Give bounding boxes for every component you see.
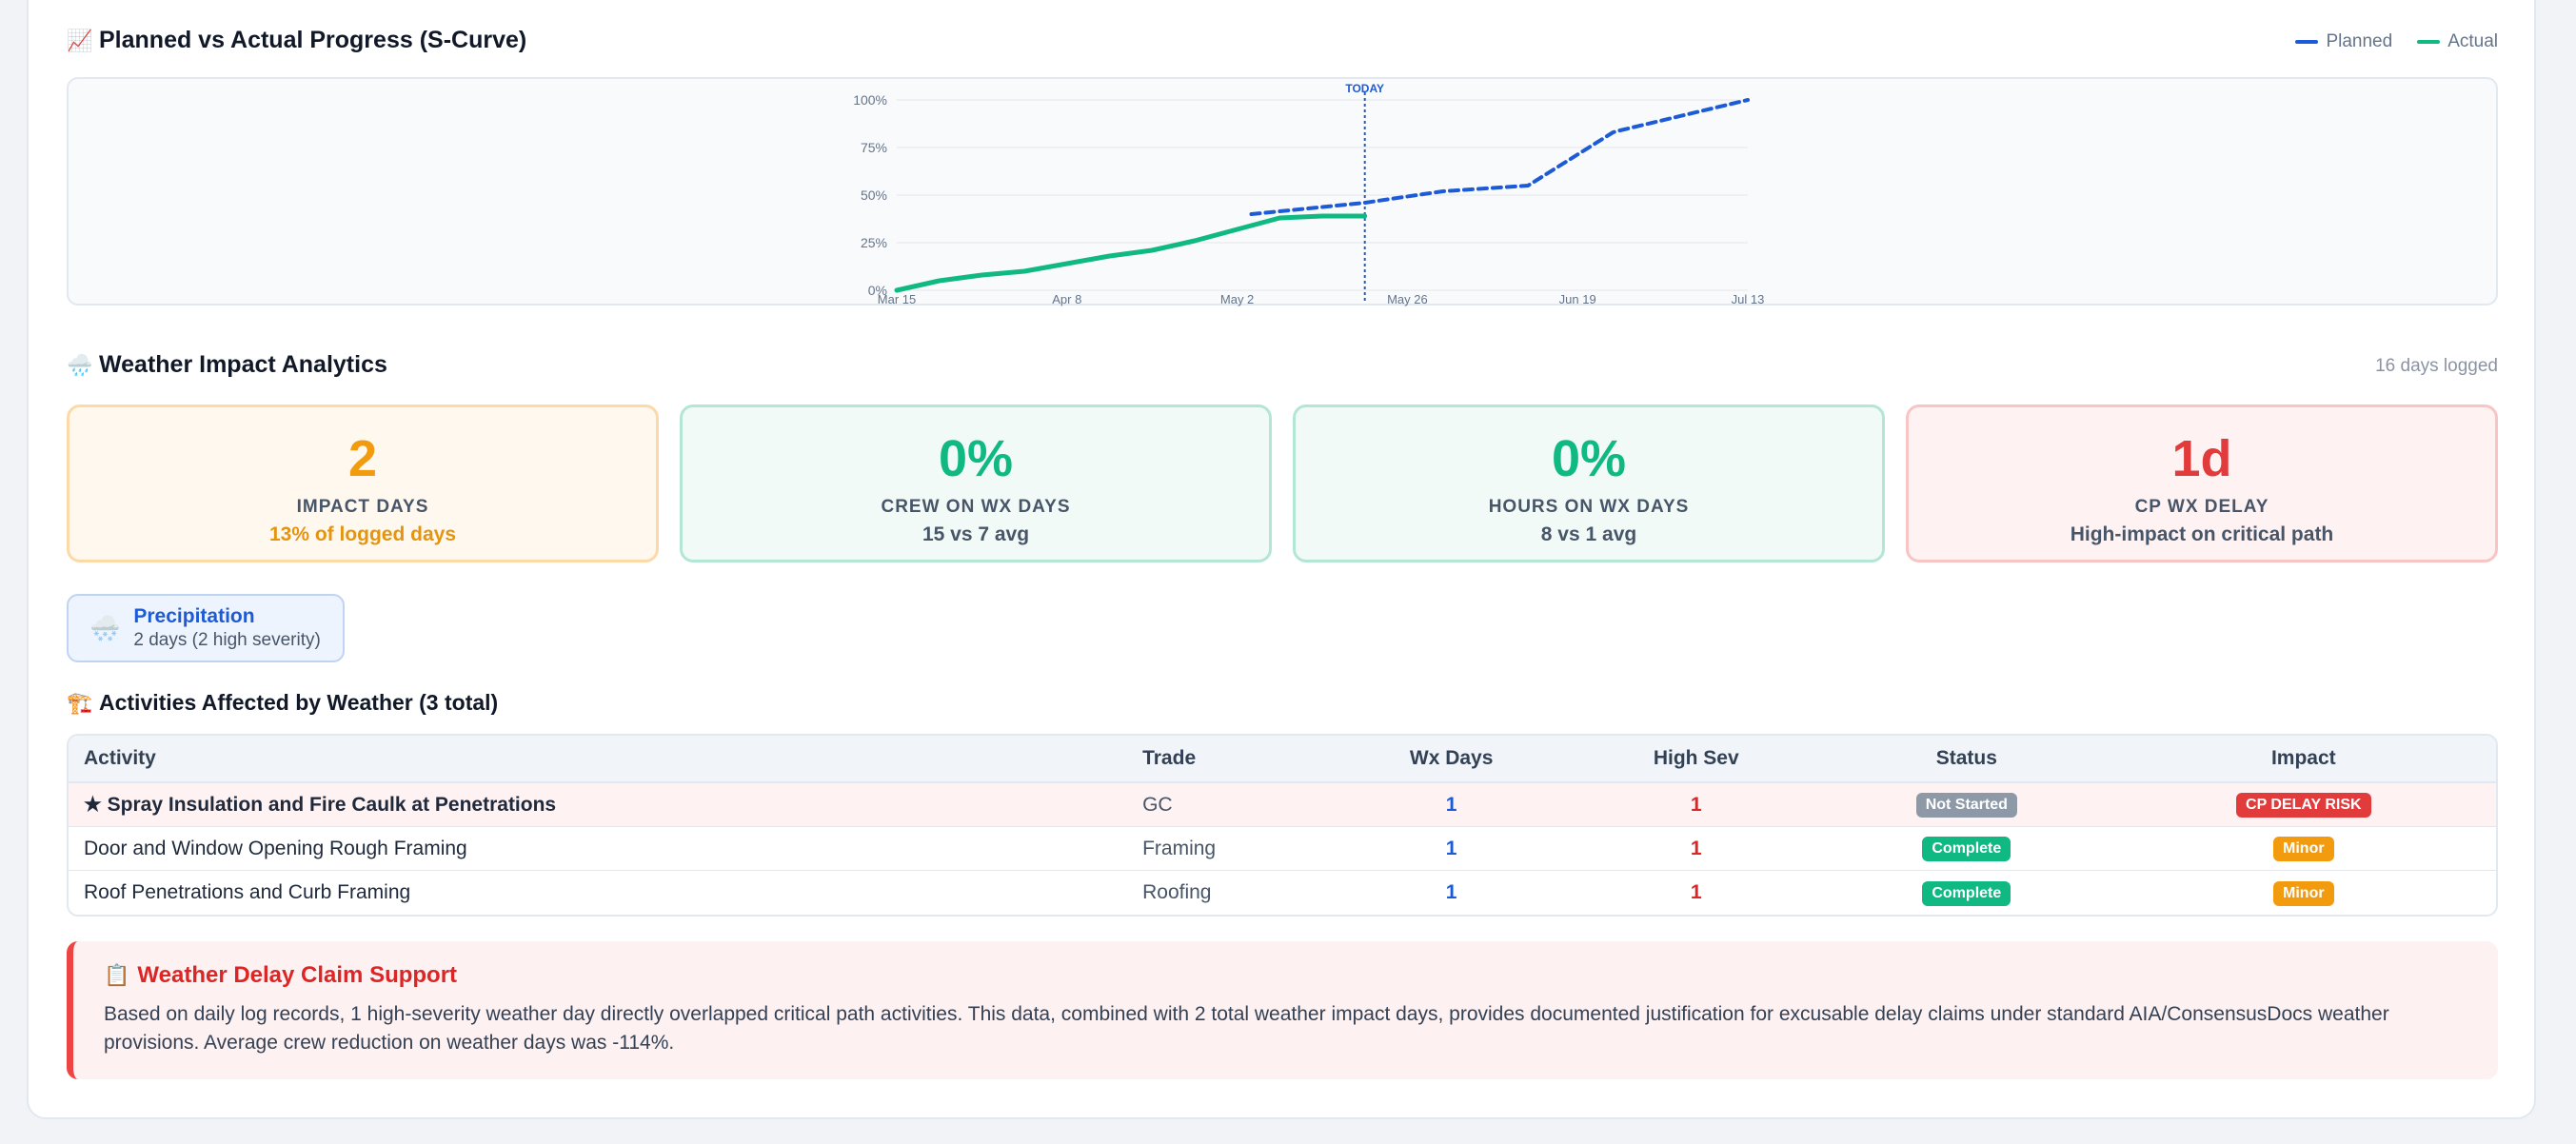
- metric-card-impact-days: 2 IMPACT DAYS 13% of logged days: [67, 404, 659, 562]
- metric-card-hours: 0% HOURS ON WX DAYS 8 vs 1 avg: [1293, 404, 1885, 562]
- status-cell: Not Started: [1822, 783, 2111, 827]
- status-cell: Complete: [1822, 827, 2111, 871]
- scurve-chart-container: 0% 25% 50% 75% 100% Mar 15 Apr 8 May 2 May 26 Jun…: [67, 77, 2498, 306]
- impact-badge: Minor: [2273, 837, 2334, 861]
- x-tick-label: Apr 8: [1052, 292, 1081, 306]
- cloud-rain-icon: 🌧️: [67, 352, 93, 377]
- table-row[interactable]: Door and Window Opening Rough Framing Fr…: [69, 827, 2496, 871]
- column-header-activity[interactable]: Activity: [69, 736, 1143, 783]
- impact-badge: CP DELAY RISK: [2236, 793, 2371, 818]
- x-tick-label: May 26: [1387, 292, 1428, 306]
- x-tick-label: May 2: [1220, 292, 1254, 306]
- wx-days-value: 1: [1332, 827, 1571, 871]
- activities-header: 🏗️ Activities Affected by Weather (3 tot…: [67, 690, 498, 716]
- metric-label: IMPACT DAYS: [296, 497, 429, 517]
- legend-item-planned: Planned: [2295, 31, 2392, 52]
- scurve-header: 📈 Planned vs Actual Progress (S-Curve): [67, 27, 526, 54]
- activity-trade: Framing: [1142, 827, 1333, 871]
- days-logged: 16 days logged: [2375, 356, 2498, 376]
- precipitation-title: Precipitation: [133, 605, 255, 627]
- activities-title: Activities Affected by Weather (3 total): [99, 690, 499, 715]
- scurve-chart: 0% 25% 50% 75% 100% Mar 15 Apr 8 May 2 May 26 Jun…: [853, 82, 1765, 306]
- table-row[interactable]: ★ Spray Insulation and Fire Caulk at Pen…: [69, 783, 2496, 827]
- activity-trade: GC: [1142, 783, 1333, 827]
- activity-name: ★ Spray Insulation and Fire Caulk at Pen…: [69, 783, 1143, 827]
- clipboard-icon: 📋: [104, 963, 130, 987]
- x-tick-label: Jun 19: [1559, 292, 1596, 306]
- rain-cloud-icon: 🌨️: [89, 613, 121, 642]
- column-header-high-sev[interactable]: High Sev: [1570, 736, 1823, 783]
- metric-value: 0%: [938, 430, 1014, 487]
- y-tick-label: 100%: [853, 92, 887, 108]
- metric-label: CP WX DELAY: [2134, 497, 2269, 517]
- crane-icon: 🏗️: [67, 690, 93, 715]
- status-cell: Complete: [1822, 871, 2111, 915]
- metric-card-cp-delay: 1d CP WX DELAY High-impact on critical p…: [1906, 404, 2498, 562]
- impact-cell: Minor: [2110, 827, 2496, 871]
- chart-increasing-icon: 📈: [67, 28, 93, 52]
- x-tick-label: Mar 15: [878, 292, 916, 306]
- claim-support-callout: 📋 Weather Delay Claim Support Based on d…: [67, 941, 2498, 1079]
- y-tick-label: 50%: [861, 187, 887, 203]
- metric-card-crew: 0% CREW ON WX DAYS 15 vs 7 avg: [680, 404, 1272, 562]
- y-tick-label: 25%: [861, 235, 887, 250]
- wx-days-value: 1: [1445, 881, 1457, 903]
- impact-cell: CP DELAY RISK: [2110, 783, 2496, 827]
- column-header-trade[interactable]: Trade: [1142, 736, 1333, 783]
- metric-sub: 8 vs 1 avg: [1540, 523, 1637, 545]
- today-label: TODAY: [1345, 82, 1384, 95]
- wx-days-value: 1: [1332, 783, 1571, 827]
- column-header-wx-days[interactable]: Wx Days: [1332, 736, 1571, 783]
- activity-trade: Roofing: [1142, 881, 1212, 903]
- metric-label: HOURS ON WX DAYS: [1488, 497, 1690, 517]
- table-row[interactable]: Roof Penetrations and Curb Framing Roofi…: [69, 871, 2496, 915]
- metric-value: 0%: [1551, 430, 1627, 487]
- high-sev-value: 1: [1570, 827, 1823, 871]
- impact-cell: Minor: [2111, 871, 2496, 915]
- activities-table: Activity Trade Wx Days High Sev Status I…: [67, 734, 2498, 917]
- chart-legend: Planned Actual: [2295, 31, 2498, 52]
- y-tick-label: 75%: [861, 140, 887, 155]
- series-line-planned: [1249, 98, 1750, 216]
- metric-value: 2: [347, 430, 378, 487]
- claim-header: 📋 Weather Delay Claim Support: [104, 962, 2467, 989]
- metric-sub: 15 vs 7 avg: [921, 523, 1030, 545]
- metric-sub: 13% of logged days: [268, 523, 457, 545]
- activity-name: Door and Window Opening Rough Framing: [69, 827, 1143, 871]
- legend-item-actual: Actual: [2417, 31, 2498, 52]
- weather-header: 🌧️ Weather Impact Analytics: [67, 351, 387, 379]
- precipitation-chip[interactable]: 🌨️ Precipitation 2 days (2 high severity…: [67, 594, 345, 662]
- column-header-status[interactable]: Status: [1822, 736, 2111, 783]
- status-badge: Not Started: [1915, 793, 2017, 818]
- precipitation-sub: 2 days (2 high severity): [133, 630, 321, 650]
- status-badge: Complete: [1922, 880, 2011, 906]
- high-sev-value: 1: [1690, 881, 1702, 903]
- scurve-title: Planned vs Actual Progress (S-Curve): [99, 27, 527, 53]
- high-sev-value: 1: [1570, 783, 1823, 827]
- series-line-actual: [894, 213, 1368, 293]
- column-header-impact[interactable]: Impact: [2110, 736, 2496, 783]
- activity-name: Roof Penetrations and Curb Framing: [84, 881, 411, 903]
- table-header-row: Activity Trade Wx Days High Sev Status I…: [69, 736, 2496, 783]
- impact-badge: Minor: [2273, 880, 2334, 906]
- metric-value: 1d: [2171, 430, 2232, 487]
- metric-label: CREW ON WX DAYS: [881, 497, 1071, 517]
- claim-body: Based on daily log records, 1 high-sever…: [104, 1003, 2389, 1054]
- weather-title: Weather Impact Analytics: [99, 351, 387, 378]
- metric-sub: High-impact on critical path: [2070, 523, 2334, 545]
- x-tick-label: Jul 13: [1732, 292, 1765, 306]
- y-tick-label: 0%: [868, 283, 887, 298]
- claim-title: Weather Delay Claim Support: [137, 962, 458, 988]
- status-badge: Complete: [1922, 837, 2011, 861]
